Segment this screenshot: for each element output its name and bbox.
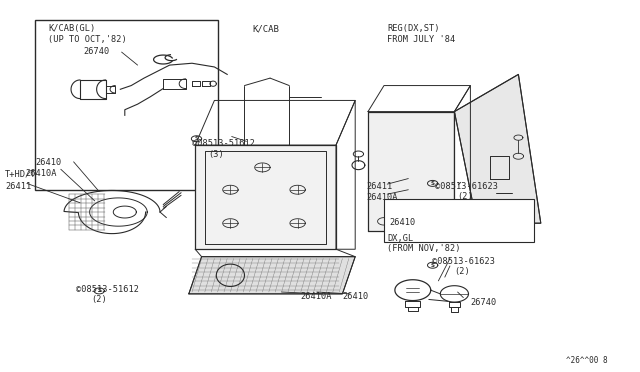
Text: 26410A: 26410A [26, 169, 57, 178]
Bar [35, 20, 218, 190]
Text: ©08513-51612: ©08513-51612 [76, 285, 138, 294]
Text: ©08513-61623: ©08513-61623 [432, 257, 495, 266]
Polygon shape [368, 112, 454, 231]
Text: (FROM NOV,'82): (FROM NOV,'82) [387, 244, 461, 253]
Polygon shape [195, 145, 336, 249]
Text: 26410A: 26410A [301, 292, 332, 301]
Text: REG(DX,ST): REG(DX,ST) [387, 24, 440, 33]
Text: S: S [431, 181, 435, 186]
Text: ©08513-51612: ©08513-51612 [192, 140, 255, 148]
Text: ©08513-61623: ©08513-61623 [435, 182, 498, 191]
Text: K/CAB(GL): K/CAB(GL) [48, 24, 95, 33]
Polygon shape [454, 74, 541, 223]
Text: DX,GL: DX,GL [387, 234, 413, 243]
Text: FROM JULY '84: FROM JULY '84 [387, 35, 456, 44]
Text: (2): (2) [458, 192, 474, 201]
Text: 26411: 26411 [5, 182, 31, 191]
Text: 26410: 26410 [389, 218, 415, 227]
Polygon shape [189, 257, 355, 294]
Text: S: S [431, 263, 435, 268]
Text: T+HD/T: T+HD/T [5, 169, 36, 178]
Text: 26410A: 26410A [367, 193, 398, 202]
Text: 26740: 26740 [470, 298, 497, 307]
Text: 26410: 26410 [35, 158, 61, 167]
Text: ^26^^00 8: ^26^^00 8 [566, 356, 608, 365]
Bar [384, 199, 534, 242]
Text: K/CAB: K/CAB [253, 24, 280, 33]
Text: 26411: 26411 [367, 182, 393, 191]
Text: 26410: 26410 [342, 292, 369, 301]
Text: (UP TO OCT,'82): (UP TO OCT,'82) [48, 35, 127, 44]
Text: 26740: 26740 [83, 46, 109, 55]
Text: (3): (3) [208, 150, 224, 158]
Text: S: S [195, 136, 198, 141]
Text: S: S [97, 288, 101, 294]
Text: (2): (2) [454, 267, 470, 276]
Text: (2): (2) [92, 295, 108, 304]
